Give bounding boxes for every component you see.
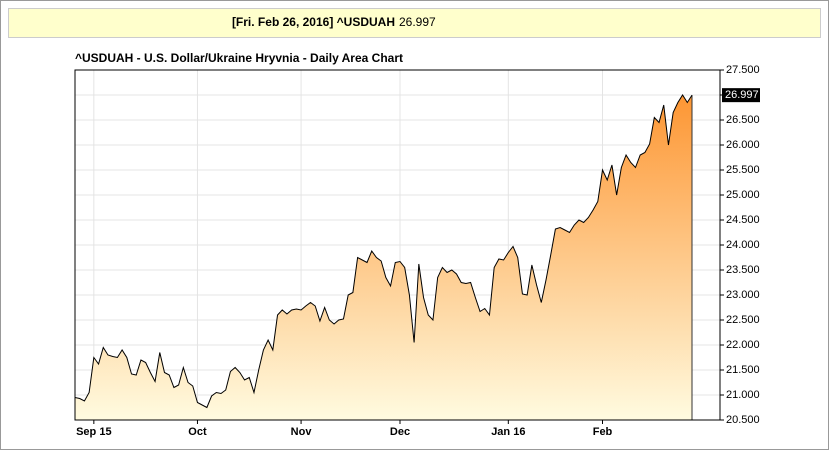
- x-tick-label: Jan 16: [491, 426, 525, 438]
- header-label: [Fri. Feb 26, 2016] ^USDUAH: [232, 15, 395, 29]
- plot-border: [74, 69, 721, 421]
- y-tick-label: 24.500: [726, 214, 760, 226]
- y-tick-label: 23.500: [726, 264, 760, 276]
- x-tick-label: Oct: [188, 426, 207, 438]
- y-tick-label: 25.000: [726, 189, 760, 201]
- y-tick-label: 22.500: [726, 314, 760, 326]
- y-tick-label: 26.000: [726, 139, 760, 151]
- y-tick-label: 26.500: [726, 114, 760, 126]
- header-bar: [8, 8, 821, 38]
- y-tick-label: 27.500: [726, 64, 760, 76]
- y-tick-label: 21.500: [726, 364, 760, 376]
- y-tick-label: 20.500: [726, 414, 760, 426]
- x-tick-label: Feb: [593, 426, 613, 438]
- chart-title: ^USDUAH - U.S. Dollar/Ukraine Hryvnia - …: [75, 51, 403, 65]
- y-tick-label: 23.000: [726, 289, 760, 301]
- y-tick-label: 25.500: [726, 164, 760, 176]
- y-tick-label: 22.000: [726, 339, 760, 351]
- x-tick-label: Sep 15: [76, 426, 111, 438]
- area: [75, 95, 692, 420]
- last-value-label: 26.997: [725, 89, 759, 101]
- y-tick-label: 21.000: [726, 389, 760, 401]
- header-last: 26.997: [399, 15, 436, 29]
- x-tick-label: Dec: [390, 426, 410, 438]
- line: [74, 94, 693, 409]
- y-tick-label: 24.000: [726, 239, 760, 251]
- x-tick-label: Nov: [291, 426, 313, 438]
- last-value-box: [722, 88, 760, 103]
